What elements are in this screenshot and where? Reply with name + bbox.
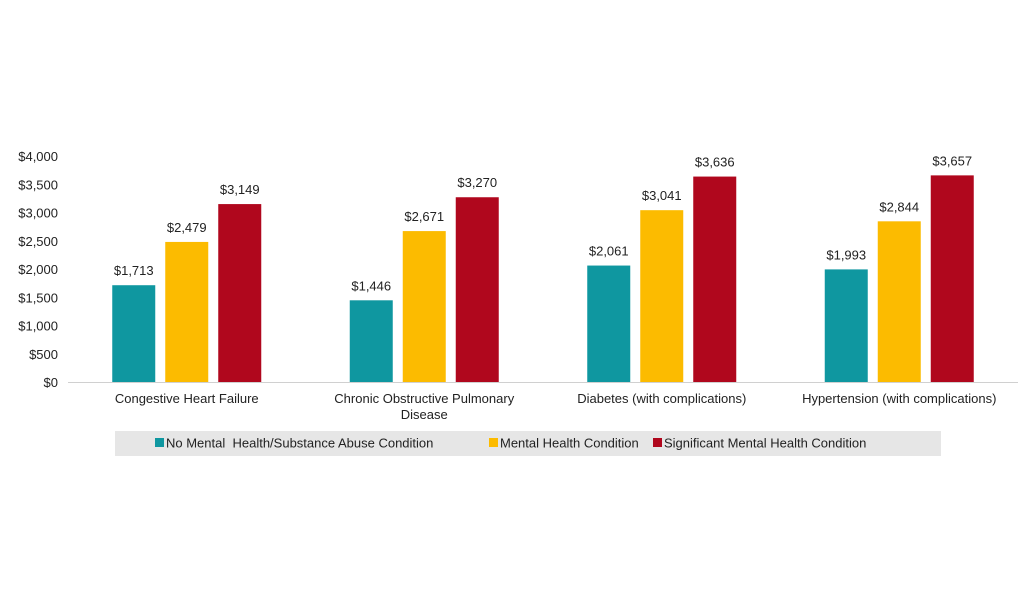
data-label: $1,993 [826,247,866,262]
y-tick-label: $4,000 [18,149,58,164]
bar [349,300,393,382]
y-axis: $0 $500 $1,000 $1,500 $2,000 $2,500 $3,000 $3,5… [18,149,58,390]
legend-swatch [155,438,164,447]
legend-swatch [653,438,662,447]
legend-label: Mental Health Condition [500,436,639,451]
bar [218,204,262,382]
data-label: $3,636 [695,155,735,170]
y-tick-label: $2,500 [18,234,58,249]
category-label: Chronic Obstructive Pulmonary Disease [334,391,514,422]
y-tick-label: $1,500 [18,290,58,305]
y-tick-label: $0 [44,375,58,390]
data-label: $3,270 [457,175,497,190]
legend-label: Significant Mental Health Condition [664,436,866,451]
data-label: $2,479 [167,220,207,235]
legend: No Mental Health/Substance Abuse Conditi… [115,431,941,456]
y-tick-label: $3,000 [18,206,58,221]
data-label: $2,671 [404,209,444,224]
legend-background [115,431,941,456]
bars [112,175,974,382]
category-label: Diabetes (with complications) [577,391,746,406]
y-tick-label: $2,000 [18,262,58,277]
y-tick-label: $1,000 [18,319,58,334]
bar [877,221,921,382]
bar [930,175,974,382]
data-label: $1,713 [114,263,154,278]
bar [640,210,684,382]
legend-label: No Mental Health/Substance Abuse Conditi… [166,436,433,451]
data-label: $3,149 [220,182,260,197]
y-tick-label: $500 [29,347,58,362]
data-labels: $1,713 $2,479 $3,149 $1,446 $2,671 $3,270 $2,0… [114,153,972,293]
data-label: $2,061 [589,244,629,259]
y-tick-label: $3,500 [18,177,58,192]
bar [587,265,631,382]
bar [693,176,737,382]
bar [824,269,868,382]
bar [455,197,499,382]
data-label: $1,446 [351,278,391,293]
bar [402,231,446,382]
legend-swatch [489,438,498,447]
bar [165,241,209,382]
bar [112,285,156,382]
data-label: $3,657 [932,153,972,168]
category-label: Congestive Heart Failure [115,391,259,406]
category-label: Hypertension (with complications) [802,391,996,406]
data-label: $3,041 [642,188,682,203]
data-label: $2,844 [879,199,919,214]
x-axis: Congestive Heart Failure Chronic Obstruct… [68,382,1018,422]
